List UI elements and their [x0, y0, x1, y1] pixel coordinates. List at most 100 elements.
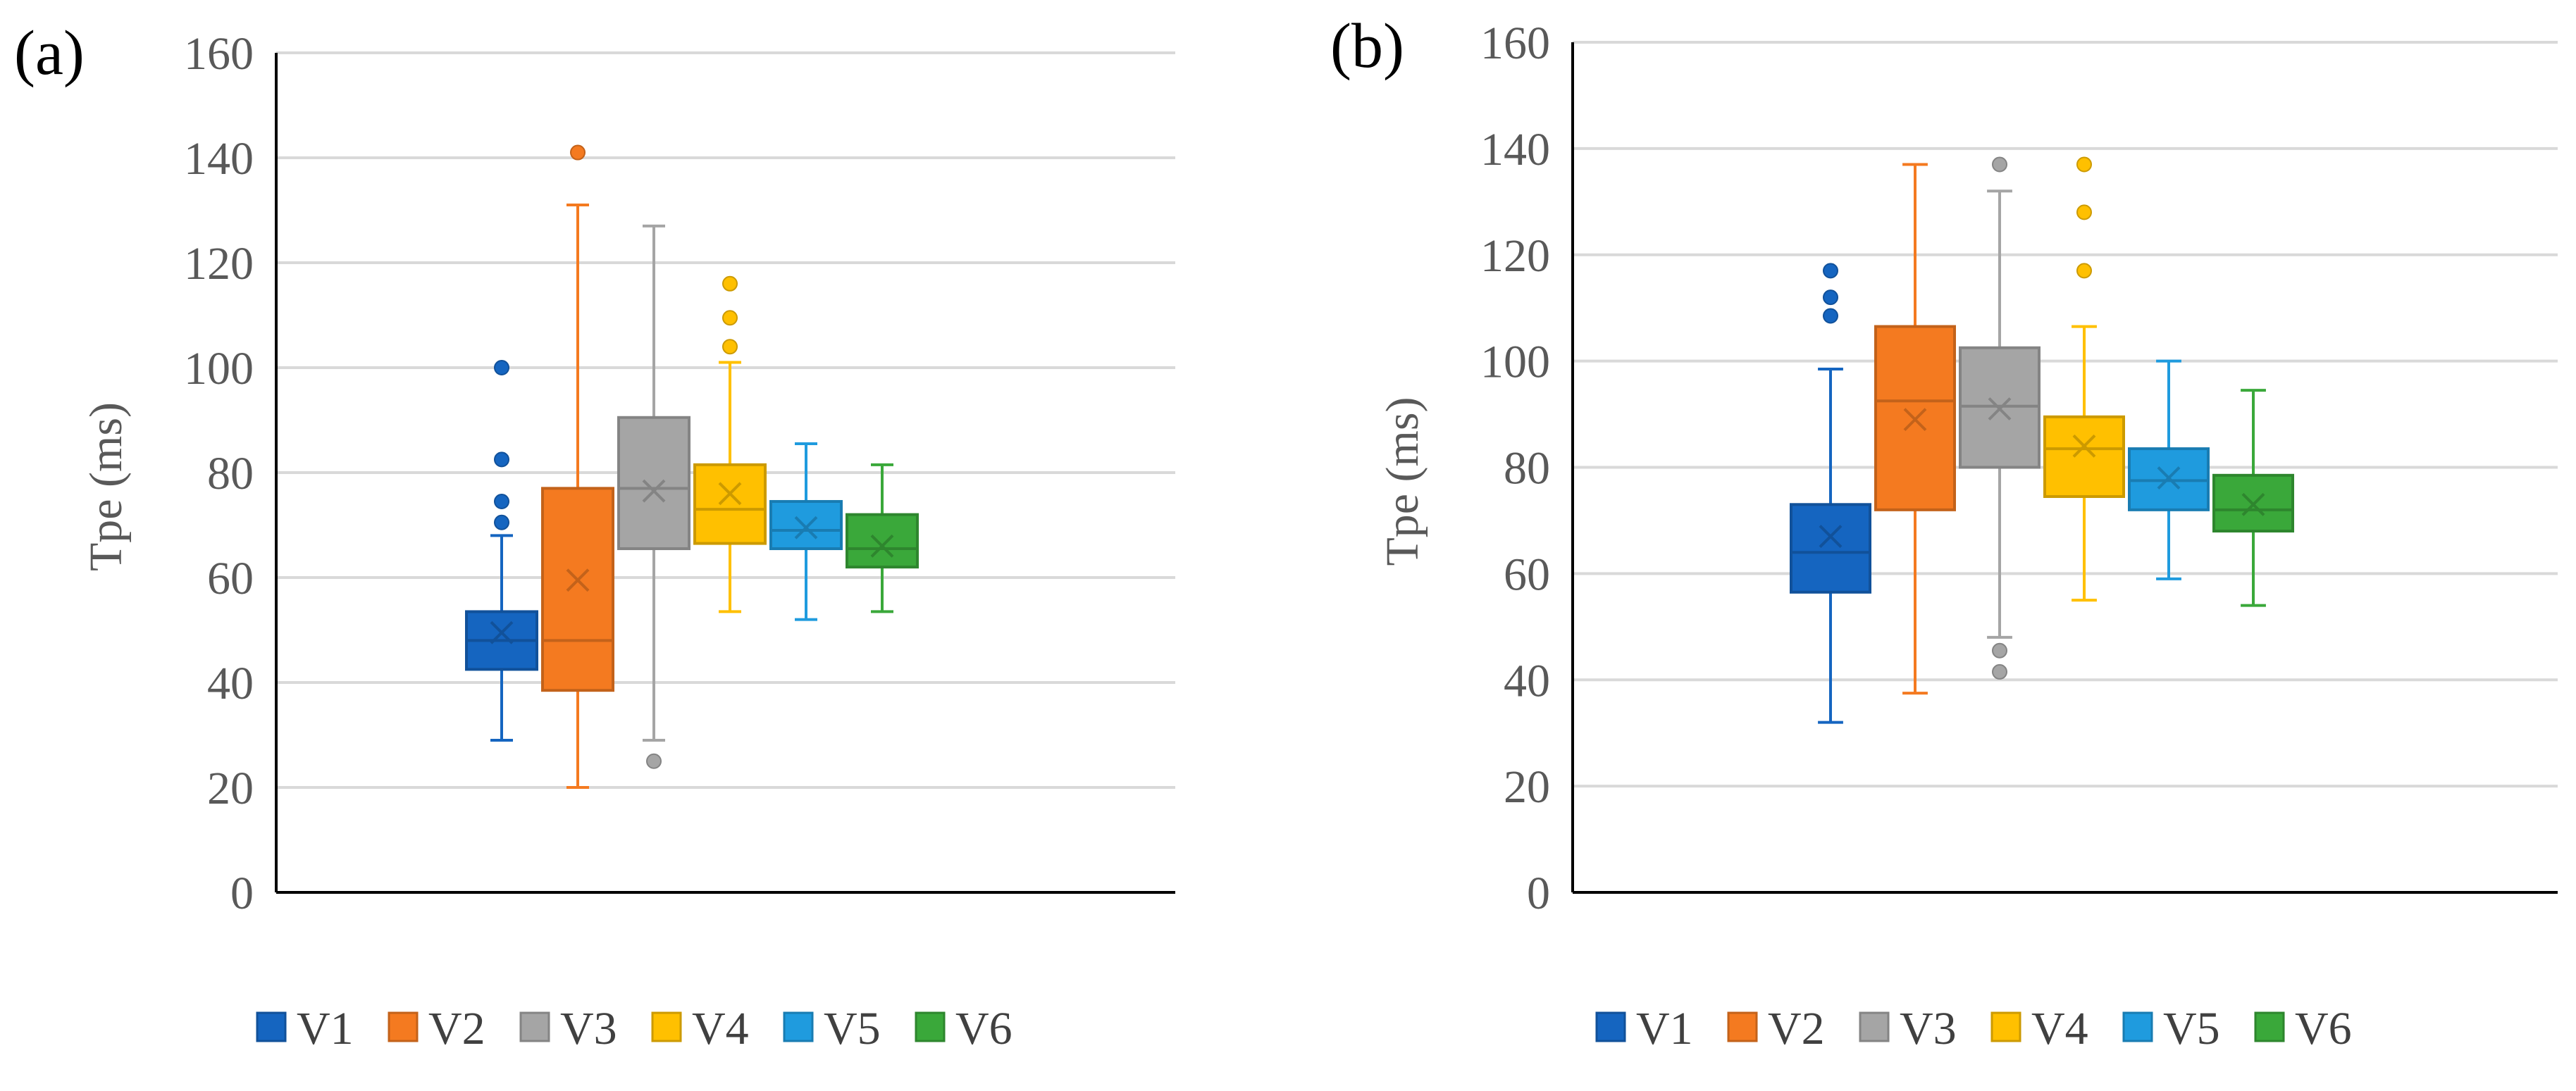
outlier-point: [646, 753, 662, 769]
y-tick-label: 20: [1504, 761, 1550, 813]
iqr-box: [2043, 415, 2125, 498]
mean-marker: [2072, 434, 2096, 458]
iqr-box: [846, 513, 919, 569]
outlier-point: [2076, 263, 2092, 279]
legend-label-v6: V6: [955, 1003, 1013, 1054]
outlier-point: [2076, 204, 2092, 220]
box-v2: [1874, 163, 1956, 695]
mean-marker: [1819, 525, 1843, 548]
outlier-point: [1992, 642, 2007, 659]
y-tick-label: 120: [1480, 230, 1550, 282]
mean-marker: [2241, 492, 2265, 516]
y-tick-label: 80: [1504, 443, 1550, 494]
box-v4: [693, 275, 767, 613]
legend-label-v4: V4: [2031, 1003, 2088, 1054]
outlier-point: [1823, 263, 1838, 279]
mean-marker: [2157, 466, 2181, 490]
box-v1: [465, 360, 538, 742]
box-v5: [769, 442, 843, 621]
y-tick-label: 40: [1504, 655, 1550, 706]
box-v6: [2212, 389, 2294, 607]
legend: V1 V2 V3 V4 V5 V6: [1595, 1003, 2352, 1054]
mean-marker: [566, 568, 590, 592]
box-v3: [617, 224, 691, 769]
panel-a: (a) 0 20 40 60 80 100 120 140 160 Tpe (ms) V1 V2 V3 V4…: [14, 18, 1175, 1054]
legend-label-v4: V4: [692, 1003, 749, 1054]
legend-label-v3: V3: [1900, 1003, 1957, 1054]
outlier-point: [494, 514, 509, 530]
iqr-box: [693, 463, 767, 545]
mean-marker: [718, 482, 742, 506]
legend-swatch-v2: [388, 1011, 419, 1042]
legend-label-v1: V1: [297, 1003, 354, 1054]
outlier-point: [722, 339, 738, 355]
y-axis-title: Tpe (ms): [80, 402, 132, 571]
iqr-box: [541, 487, 614, 692]
panel-label: (b): [1330, 11, 1404, 81]
legend-swatch-v5: [2122, 1011, 2153, 1042]
box-v3: [1959, 156, 2041, 680]
legend-swatch-v6: [915, 1011, 946, 1042]
y-tick-label: 140: [184, 133, 254, 185]
mean-marker: [490, 621, 514, 644]
outlier-point: [1992, 156, 2007, 173]
legend-swatch-v1: [1595, 1011, 1626, 1042]
y-tick-label: 0: [230, 868, 254, 919]
y-axis-title: Tpe (ms): [1377, 397, 1428, 566]
y-tick-label: 60: [207, 553, 254, 604]
box-v4: [2043, 156, 2125, 602]
y-tick-label: 0: [1527, 868, 1550, 919]
outlier-point: [494, 451, 509, 468]
mean-marker: [1903, 408, 1927, 432]
outlier-point: [494, 360, 509, 375]
y-tick-label: 140: [1480, 124, 1550, 175]
y-tick-label: 20: [207, 763, 254, 814]
legend-label-v3: V3: [560, 1003, 617, 1054]
box-v1: [1790, 263, 1871, 724]
legend-swatch-v2: [1727, 1011, 1758, 1042]
outlier-point: [1823, 289, 1838, 306]
box-v6: [846, 463, 919, 613]
panel-label: (a): [14, 18, 85, 88]
mean-marker: [870, 534, 894, 558]
legend-label-v2: V2: [1768, 1003, 1825, 1054]
iqr-box: [1790, 503, 1871, 594]
mean-marker: [1988, 397, 2012, 420]
y-tick-label: 100: [184, 343, 254, 394]
legend-swatch-v3: [519, 1011, 550, 1042]
outlier-point: [570, 144, 586, 161]
mean-marker: [794, 516, 818, 540]
iqr-box: [769, 499, 843, 551]
outlier-point: [1992, 663, 2007, 680]
y-tick-label: 80: [207, 448, 254, 499]
panel-b: (b) 0 20 40 60 80 100 120 140 160 Tpe (ms) V1 V2 V3 V4…: [1330, 11, 2558, 1054]
y-tick-label: 160: [184, 28, 254, 80]
legend-swatch-v4: [651, 1011, 682, 1042]
legend-swatch-v6: [2254, 1011, 2285, 1042]
legend-label-v6: V6: [2295, 1003, 2352, 1054]
outlier-point: [1823, 308, 1838, 324]
outlier-point: [494, 493, 509, 509]
legend-label-v5: V5: [824, 1003, 881, 1054]
legend-label-v1: V1: [1636, 1003, 1693, 1054]
box-v2: [541, 144, 614, 789]
legend-label-v5: V5: [2163, 1003, 2220, 1054]
legend-label-v2: V2: [428, 1003, 485, 1054]
outlier-point: [2076, 156, 2092, 173]
y-tick-label: 120: [184, 238, 254, 289]
outlier-point: [722, 275, 738, 292]
legend-swatch-v5: [783, 1011, 814, 1042]
iqr-box: [617, 416, 691, 551]
legend: V1 V2 V3 V4 V5 V6: [256, 1003, 1013, 1054]
outlier-point: [722, 310, 738, 326]
y-tick-label: 160: [1480, 18, 1550, 69]
legend-swatch-v1: [256, 1011, 287, 1042]
y-tick-label: 100: [1480, 337, 1550, 388]
legend-swatch-v3: [1859, 1011, 1890, 1042]
box-v5: [2128, 359, 2210, 580]
y-tick-label: 40: [207, 658, 254, 709]
y-tick-label: 60: [1504, 549, 1550, 600]
legend-swatch-v4: [1990, 1011, 2021, 1042]
mean-marker: [642, 479, 666, 503]
